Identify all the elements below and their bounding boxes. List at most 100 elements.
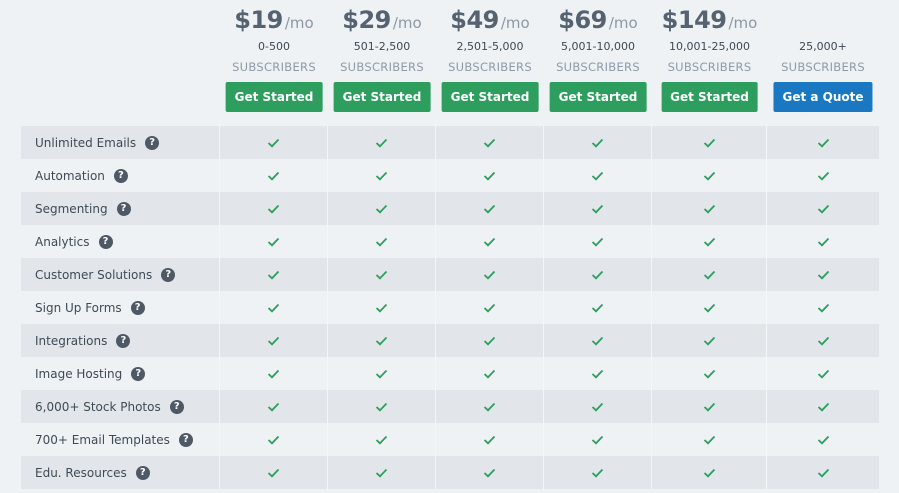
check-icon: [483, 468, 496, 478]
feature-label-cell: Segmenting?: [21, 192, 220, 225]
feature-included-cell: [436, 126, 544, 159]
plan-column-header: $29/mo 501-2,500 SUBSCRIBERS Get Started: [328, 0, 436, 120]
feature-name: Customer Solutions: [35, 267, 153, 282]
question-circle-icon[interactable]: ?: [113, 168, 128, 183]
check-icon: [591, 237, 604, 247]
feature-included-cell: [328, 423, 436, 456]
feature-included-cell: [328, 225, 436, 258]
feature-included-cell: [436, 390, 544, 423]
feature-included-cell: [767, 225, 879, 258]
check-icon: [375, 435, 388, 445]
check-icon: [483, 303, 496, 313]
check-icon: [483, 171, 496, 181]
question-circle-icon[interactable]: ?: [145, 135, 160, 150]
feature-row: 6,000+ Stock Photos?: [21, 390, 879, 423]
question-circle-icon[interactable]: ?: [135, 465, 150, 480]
feature-included-cell: [652, 324, 767, 357]
feature-included-cell: [652, 258, 767, 291]
check-icon: [267, 171, 280, 181]
feature-included-cell: [220, 357, 328, 390]
check-icon: [375, 336, 388, 346]
feature-included-cell: [220, 390, 328, 423]
check-icon: [483, 402, 496, 412]
feature-name: Integrations: [35, 333, 108, 348]
plan-price: $149/mo: [652, 6, 767, 34]
check-icon: [375, 204, 388, 214]
feature-included-cell: [544, 225, 652, 258]
check-icon: [267, 435, 280, 445]
feature-row: Integrations?: [21, 324, 879, 357]
feature-label-cell: 700+ Email Templates?: [21, 423, 220, 456]
price-period: /mo: [500, 14, 530, 32]
check-icon: [267, 468, 280, 478]
price-amount: $19: [234, 6, 283, 34]
plan-price: $19/mo: [220, 6, 328, 34]
feature-name: Image Hosting: [35, 366, 123, 381]
feature-included-cell: [220, 324, 328, 357]
question-circle-icon[interactable]: ?: [116, 333, 131, 348]
feature-row: Sign Up Forms?: [21, 291, 879, 324]
question-circle-icon[interactable]: ?: [116, 201, 131, 216]
feature-label-cell: Edu. Resources?: [21, 456, 220, 489]
feature-included-cell: [652, 357, 767, 390]
feature-included-cell: [652, 423, 767, 456]
check-icon: [817, 435, 829, 445]
subscribers-label: SUBSCRIBERS: [340, 60, 424, 74]
feature-included-cell: [767, 390, 879, 423]
feature-name: Sign Up Forms: [35, 300, 122, 315]
feature-included-cell: [220, 159, 328, 192]
check-icon: [591, 468, 604, 478]
check-icon: [817, 138, 829, 148]
feature-included-cell: [220, 225, 328, 258]
question-circle-icon[interactable]: ?: [131, 366, 146, 381]
question-circle-icon[interactable]: ?: [178, 432, 193, 447]
feature-label-cell: Analytics?: [21, 225, 220, 258]
feature-included-cell: [652, 291, 767, 324]
price-amount: $69: [558, 6, 607, 34]
check-icon: [817, 204, 829, 214]
get-started-button[interactable]: Get Started: [549, 82, 647, 112]
feature-row: Image Hosting?: [21, 357, 879, 390]
price-period: /mo: [608, 14, 638, 32]
check-icon: [591, 303, 604, 313]
subscribers-label: SUBSCRIBERS: [448, 60, 532, 74]
check-icon: [375, 468, 388, 478]
feature-table: Unlimited Emails? Automation? Segmenting? A…: [21, 126, 879, 489]
feature-row: Edu. Resources?: [21, 456, 879, 489]
feature-included-cell: [328, 258, 436, 291]
feature-included-cell: [436, 258, 544, 291]
plan-column-header: $149/mo 10,001-25,000 SUBSCRIBERS Get Start…: [652, 0, 767, 120]
check-icon: [703, 237, 715, 247]
feature-label-cell: Customer Solutions?: [21, 258, 220, 291]
feature-row: Automation?: [21, 159, 879, 192]
feature-included-cell: [328, 126, 436, 159]
check-icon: [591, 336, 604, 346]
price-amount: $29: [342, 6, 391, 34]
feature-included-cell: [544, 258, 652, 291]
question-circle-icon[interactable]: ?: [98, 234, 113, 249]
feature-included-cell: [544, 159, 652, 192]
feature-included-cell: [436, 159, 544, 192]
feature-included-cell: [767, 291, 879, 324]
feature-included-cell: [436, 423, 544, 456]
get-started-button[interactable]: Get Started: [225, 82, 323, 112]
get-started-button[interactable]: Get Started: [661, 82, 758, 112]
question-circle-icon[interactable]: ?: [169, 399, 184, 414]
price-period: /mo: [284, 14, 314, 32]
question-circle-icon[interactable]: ?: [161, 267, 176, 282]
check-icon: [375, 138, 388, 148]
check-icon: [375, 303, 388, 313]
check-icon: [483, 138, 496, 148]
question-circle-icon[interactable]: ?: [130, 300, 145, 315]
feature-name: Unlimited Emails: [35, 135, 137, 150]
get-started-button[interactable]: Get Started: [333, 82, 431, 112]
check-icon: [375, 402, 388, 412]
feature-row: Analytics?: [21, 225, 879, 258]
subscriber-range: 5,001-10,000: [561, 40, 635, 53]
get-started-button[interactable]: Get Started: [441, 82, 539, 112]
feature-included-cell: [328, 324, 436, 357]
get-a-quote-button[interactable]: Get a Quote: [773, 82, 873, 112]
feature-included-cell: [328, 390, 436, 423]
check-icon: [591, 171, 604, 181]
feature-name: 700+ Email Templates: [35, 432, 170, 447]
